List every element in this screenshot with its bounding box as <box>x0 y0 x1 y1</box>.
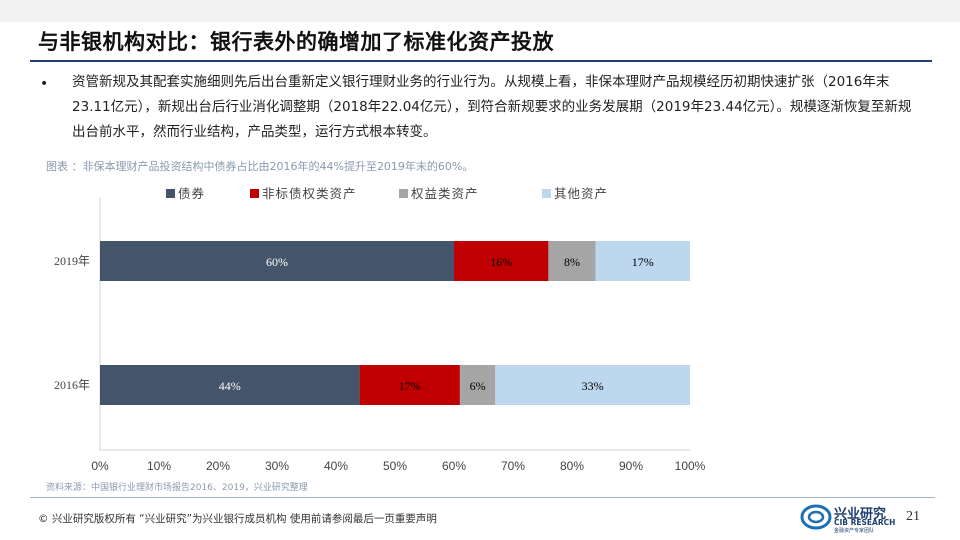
x-tick-label: 0% <box>91 459 109 473</box>
bar-segment <box>459 365 496 405</box>
cib-logo-icon <box>800 504 832 530</box>
bar-segment <box>495 365 690 405</box>
bar-segment <box>548 241 596 281</box>
page-number: 21 <box>906 509 920 524</box>
x-tick-label: 30% <box>265 459 289 473</box>
bar-segment <box>100 241 454 281</box>
bar-segment <box>454 241 549 281</box>
data-label: 17% <box>632 255 654 269</box>
logo-chinese-name: 兴业研究 <box>834 507 887 522</box>
data-label: 44% <box>219 379 241 393</box>
category-label: 2019年 <box>54 254 90 268</box>
x-tick-label: 20% <box>206 459 230 473</box>
x-tick-label: 50% <box>383 459 407 473</box>
x-tick-label: 40% <box>324 459 348 473</box>
page-title: 与非银机构对比：银行表外的确增加了标准化资产投放 <box>38 30 554 54</box>
data-label: 8% <box>564 255 580 269</box>
x-tick-label: 10% <box>147 459 171 473</box>
body-paragraph: 资管新规及其配套实施细则先后出台重新定义银行理财业务的行业行为。从规模上看，非保… <box>72 74 912 140</box>
bar-segment <box>100 365 360 405</box>
x-tick-label: 90% <box>619 459 643 473</box>
legend-entry: 非标债权类资产 <box>262 186 357 201</box>
legend-swatch <box>399 189 408 198</box>
bar-segment <box>359 365 460 405</box>
data-label: 16% <box>490 255 512 269</box>
source-note: 资料来源：中国银行业理财市场报告2016、2019，兴业研究整理 <box>46 483 308 493</box>
x-tick-label: 100% <box>675 459 706 473</box>
logo-english-name: CIB RESEARCH <box>834 518 896 527</box>
data-label: 6% <box>470 379 486 393</box>
legend-entry: 其他资产 <box>554 186 608 201</box>
footer-divider <box>30 497 935 498</box>
x-tick-label: 60% <box>442 459 466 473</box>
legend-swatch <box>250 189 259 198</box>
legend-swatch <box>166 189 175 198</box>
footer-copyright: © 兴业研究版权所有 “兴业研究”为兴业银行成员机构 使用前请参阅最后一页重要声… <box>38 513 437 525</box>
logo-subtitle: 金融资产专家团队 <box>834 528 875 534</box>
x-tick-label: 70% <box>501 459 525 473</box>
data-label: 60% <box>266 255 288 269</box>
chart-caption: 图表 ：非保本理财产品投资结构中债券占比由2016年的44%提升至2019年末的… <box>46 160 474 173</box>
legend-entry: 权益类资产 <box>411 186 479 201</box>
data-label: 17% <box>399 379 421 393</box>
x-tick-label: 80% <box>560 459 584 473</box>
title-underline <box>30 60 932 62</box>
category-label: 2016年 <box>54 378 90 392</box>
bullet-icon: • <box>40 76 49 92</box>
bar-segment <box>595 241 690 281</box>
data-label: 33% <box>582 379 604 393</box>
legend-entry: 债券 <box>178 186 205 201</box>
top-bar <box>0 0 960 22</box>
legend-swatch <box>542 189 551 198</box>
